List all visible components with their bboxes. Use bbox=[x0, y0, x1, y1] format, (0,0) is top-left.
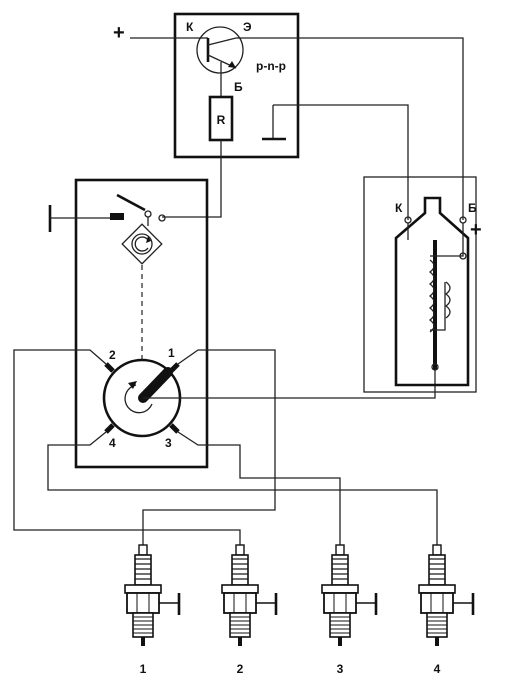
breaker-lever bbox=[116, 193, 146, 212]
cap-terminal-4-label: 4 bbox=[109, 436, 116, 450]
emitter-lead bbox=[207, 37, 237, 46]
transistor-symbol bbox=[196, 26, 244, 74]
collector-label: К bbox=[186, 20, 194, 34]
spark-plug-label: 3 bbox=[337, 662, 344, 676]
cap-terminal-3-label: 3 bbox=[165, 436, 172, 450]
wire-cap1-to-plug1 bbox=[142, 349, 276, 545]
spark-plugs: 1 2 3 4 bbox=[124, 544, 475, 676]
coil-k-label: К bbox=[395, 201, 403, 215]
coil-b-label: Б bbox=[468, 201, 477, 215]
rotor-rotation-arrow-icon bbox=[128, 381, 137, 389]
battery-plus-sign: + bbox=[113, 22, 125, 44]
wire-cap3-to-plug3 bbox=[177, 431, 341, 545]
secondary-winding bbox=[444, 281, 451, 319]
wire-cap2-to-plug2 bbox=[13, 349, 241, 545]
emitter-to-coil-b-wire bbox=[242, 37, 464, 206]
primary-winding bbox=[428, 259, 435, 333]
coil-plus-sign: + bbox=[470, 219, 482, 241]
resistor-label: R bbox=[217, 113, 226, 127]
spark-plug-label: 4 bbox=[434, 662, 441, 676]
cap-electrode-3 bbox=[169, 423, 180, 434]
spark-plug-1: 1 bbox=[124, 544, 181, 676]
coil-outer-frame bbox=[363, 176, 477, 393]
wire-cap4-to-plug4 bbox=[47, 431, 438, 545]
ignition-coil: К Б + bbox=[363, 176, 482, 393]
emitter-label: Э bbox=[243, 20, 252, 34]
cap-terminal-1-label: 1 bbox=[168, 346, 175, 360]
breaker-cam bbox=[121, 223, 163, 265]
base-label: Б bbox=[234, 80, 243, 94]
spark-plug-4: 4 bbox=[418, 544, 475, 676]
cap-terminal-2-label: 2 bbox=[109, 348, 116, 362]
emitter-arrow-icon bbox=[228, 61, 236, 68]
breaker-contact bbox=[110, 213, 124, 220]
rotor-arm bbox=[138, 367, 173, 403]
module-to-coil-k-wire bbox=[273, 104, 409, 206]
spark-plug-label: 2 bbox=[237, 662, 244, 676]
cap-electrode-4 bbox=[104, 423, 115, 434]
resistor-to-breaker-wire bbox=[162, 157, 222, 218]
spark-plug-3: 3 bbox=[321, 544, 378, 676]
cam-rotation-arrow-icon bbox=[146, 236, 151, 243]
spark-plug-2: 2 bbox=[221, 544, 278, 676]
transistor-type-label: p-n-p bbox=[256, 59, 286, 73]
cap-electrode-2 bbox=[104, 362, 115, 373]
transistor-module-box bbox=[173, 12, 300, 159]
distributor-housing bbox=[74, 178, 209, 469]
transistor-module: R К Э Б p-n-p + bbox=[113, 12, 300, 159]
cap-electrode-1 bbox=[169, 362, 180, 373]
distributor: 2 1 4 3 bbox=[48, 178, 209, 469]
coil-body bbox=[394, 196, 470, 387]
spark-plug-label: 1 bbox=[140, 662, 147, 676]
